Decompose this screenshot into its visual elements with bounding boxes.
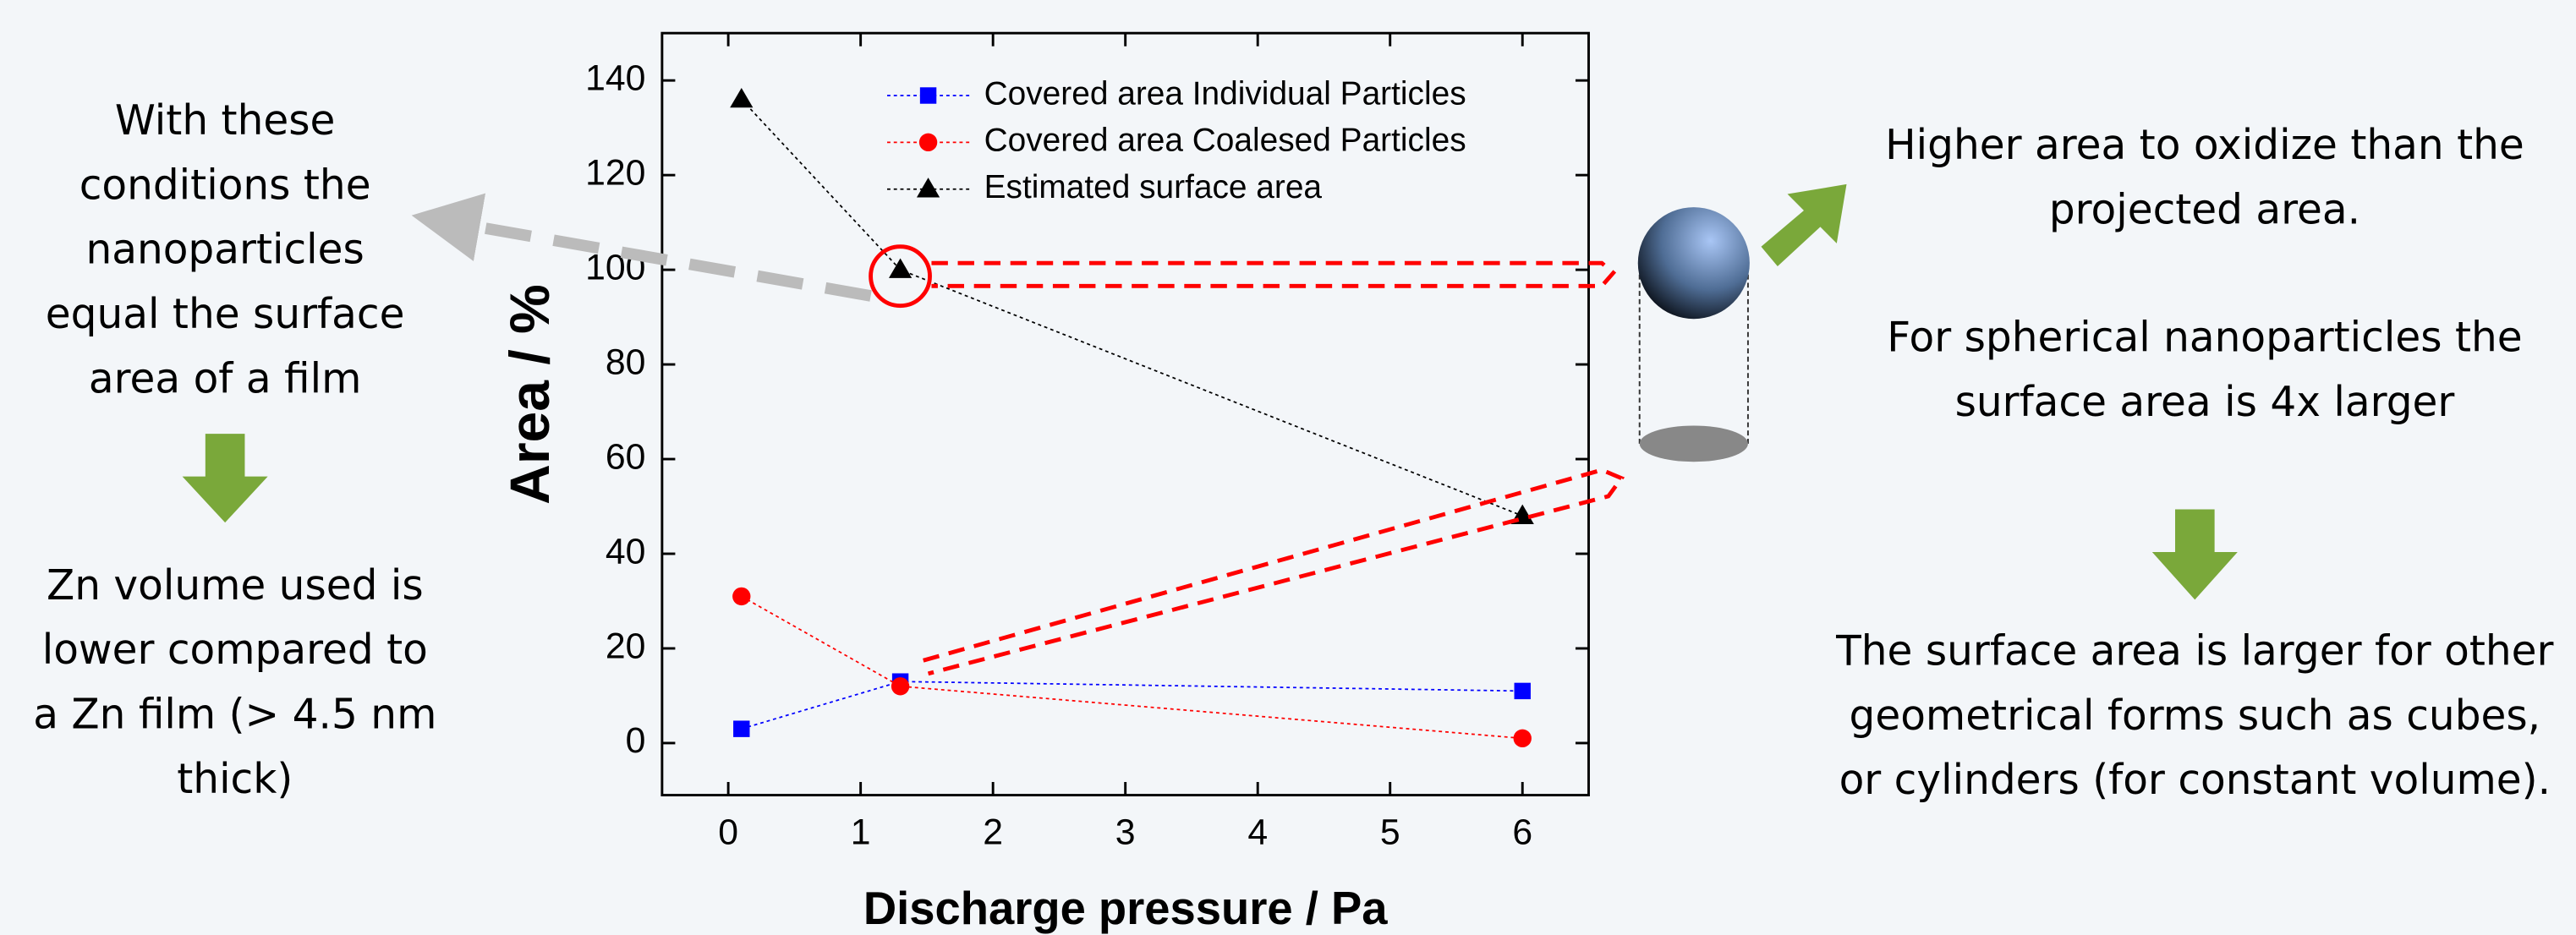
annotation-line: For spherical nanoparticles the xyxy=(1887,314,2522,361)
x-tick-label: 1 xyxy=(851,812,871,852)
y-tick-label: 60 xyxy=(606,436,646,477)
annotation-line: lower compared to xyxy=(42,626,428,674)
y-tick-label: 20 xyxy=(606,626,646,666)
y-tick-label: 80 xyxy=(606,342,646,382)
annotation-line: a Zn film (> 4.5 nm xyxy=(33,691,436,738)
legend-label: Covered area Individual Particles xyxy=(984,75,1466,112)
marker xyxy=(733,720,750,737)
marker xyxy=(889,258,913,278)
marker xyxy=(916,178,940,198)
green-arrow xyxy=(182,434,268,523)
y-tick-label: 120 xyxy=(585,152,645,193)
y-tick-label: 140 xyxy=(585,57,645,98)
annotation-line: area of a film xyxy=(89,355,361,402)
y-tick-label: 0 xyxy=(626,720,646,761)
marker xyxy=(730,87,754,108)
annotations: With these conditions the nanoparticles equ… xyxy=(33,97,2553,804)
x-tick-label: 5 xyxy=(1380,812,1400,852)
legend-label: Estimated surface area xyxy=(984,169,1323,205)
y-axis-label: Area / % xyxy=(498,284,561,505)
annotation-line: nanoparticles xyxy=(85,227,364,274)
y-tick-label: 40 xyxy=(606,531,646,571)
annotation-line: surface area is 4x larger xyxy=(1955,379,2455,426)
marker xyxy=(1514,682,1531,700)
cylinder-base xyxy=(1639,425,1748,462)
x-tick-label: 4 xyxy=(1247,812,1268,852)
annotation-line: The surface area is larger for other xyxy=(1835,627,2553,675)
green-arrow xyxy=(2151,509,2238,600)
red-arrow xyxy=(931,260,1617,288)
sphere xyxy=(1637,207,1750,320)
marker xyxy=(1513,729,1532,748)
annotation-line: Zn volume used is xyxy=(47,562,424,610)
annotation-line: equal the surface xyxy=(46,291,405,338)
x-tick-label: 3 xyxy=(1115,812,1136,852)
annotation-line: thick) xyxy=(177,756,293,803)
red-arrow xyxy=(923,468,1625,676)
series-line xyxy=(741,595,1523,740)
annotation-line: projected area. xyxy=(2049,187,2360,234)
annotation-line: With these xyxy=(115,97,336,145)
annotation-line: Higher area to oxidize than the xyxy=(1885,122,2524,169)
x-axis-label: Discharge pressure / Pa xyxy=(863,883,1388,934)
x-tick-label: 2 xyxy=(983,812,1003,852)
marker xyxy=(919,87,937,104)
highlight-circle xyxy=(869,244,932,309)
x-tick-label: 0 xyxy=(718,812,738,852)
legend-label: Covered area Coalesed Particles xyxy=(984,123,1466,159)
annotation-line: geometrical forms such as cubes, xyxy=(1850,692,2541,740)
annotation-line: conditions the xyxy=(79,161,371,209)
green-arrow xyxy=(1761,183,1847,267)
x-tick-label: 6 xyxy=(1512,812,1532,852)
marker xyxy=(732,587,751,606)
annotation-line: or cylinders (for constant volume). xyxy=(1839,757,2551,804)
series-line xyxy=(741,98,1523,517)
marker xyxy=(918,133,938,152)
marker xyxy=(891,677,910,696)
